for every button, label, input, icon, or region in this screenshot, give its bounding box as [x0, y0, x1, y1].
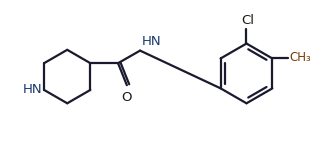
- Text: HN: HN: [141, 35, 161, 48]
- Text: CH₃: CH₃: [289, 51, 311, 64]
- Text: HN: HN: [22, 83, 42, 96]
- Text: O: O: [121, 91, 132, 104]
- Text: Cl: Cl: [241, 14, 254, 27]
